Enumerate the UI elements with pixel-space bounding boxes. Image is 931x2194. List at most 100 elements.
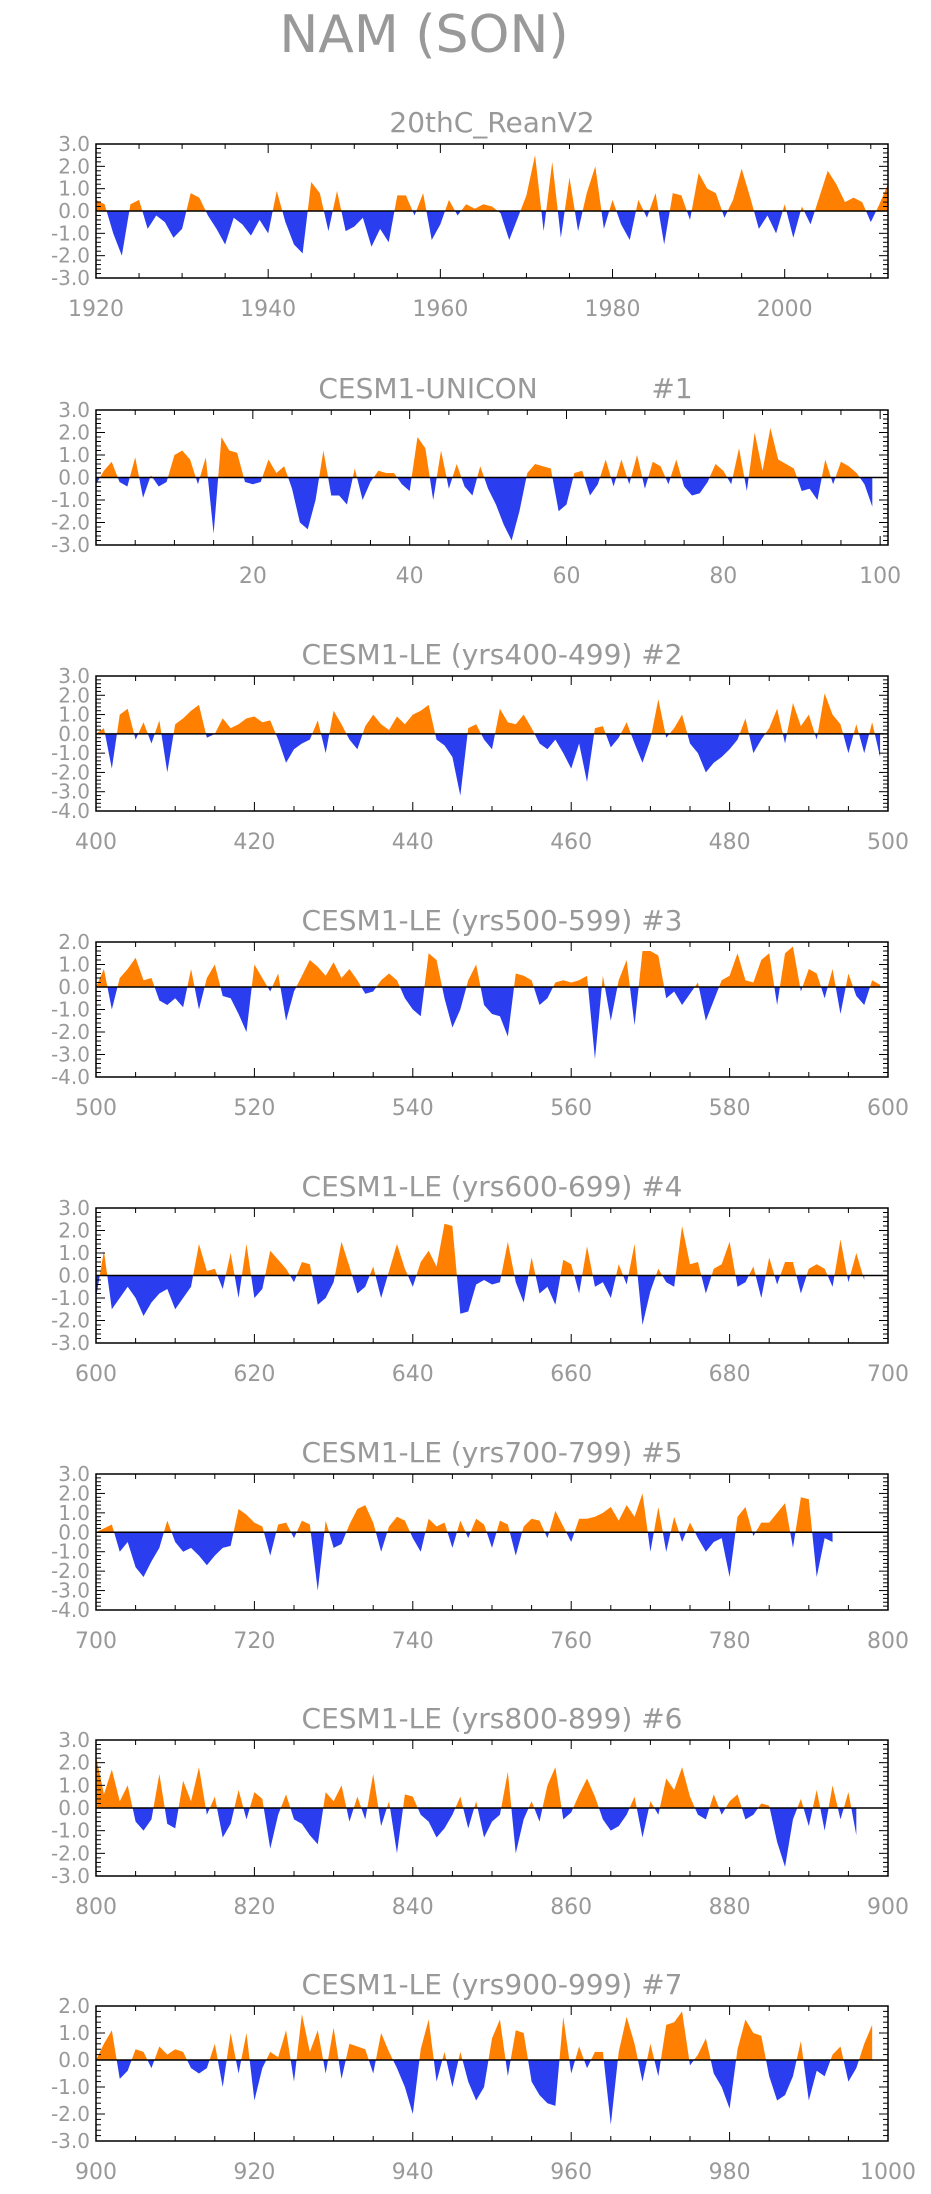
y-tick-label: 2.0 — [58, 1994, 90, 2018]
x-tick-label: 880 — [709, 1895, 751, 1920]
y-tick-label: -2.0 — [51, 760, 90, 784]
y-tick-label: 0.0 — [58, 2048, 90, 2072]
x-tick-label: 500 — [75, 1096, 117, 1121]
y-tick-label: -1.0 — [51, 1286, 90, 1310]
x-tick-label: 80 — [709, 564, 737, 589]
y-tick-label: 1.0 — [58, 1241, 90, 1265]
y-tick-label: 0.0 — [58, 722, 90, 746]
x-tick-label: 660 — [550, 1362, 592, 1387]
x-tick-label: 700 — [867, 1362, 909, 1387]
y-tick-label: -2.0 — [51, 1841, 90, 1865]
x-tick-label: 860 — [550, 1895, 592, 1920]
y-tick-label: -2.0 — [51, 1309, 90, 1333]
positive-area — [99, 428, 860, 478]
y-tick-label: -1.0 — [51, 741, 90, 765]
y-tick-label: 2.0 — [58, 1751, 90, 1775]
x-tick-label: 960 — [550, 2160, 592, 2185]
positive-area — [96, 946, 881, 987]
y-tick-label: -4.0 — [51, 1065, 90, 1089]
y-tick-label: 0.0 — [58, 199, 90, 223]
x-tick-label: 480 — [709, 830, 751, 855]
y-tick-label: 3.0 — [58, 1196, 90, 1220]
x-tick-label: 760 — [550, 1629, 592, 1654]
y-tick-label: -3.0 — [51, 266, 90, 290]
x-tick-label: 540 — [392, 1096, 434, 1121]
x-tick-label: 920 — [233, 2160, 275, 2185]
x-tick-label: 400 — [75, 830, 117, 855]
y-tick-label: 2.0 — [58, 683, 90, 707]
y-tick-label: -3.0 — [51, 1043, 90, 1067]
x-tick-label: 720 — [233, 1629, 275, 1654]
x-tick-label: 780 — [709, 1629, 751, 1654]
x-tick-label: 620 — [233, 1362, 275, 1387]
y-tick-label: 2.0 — [58, 1219, 90, 1243]
x-tick-label: 420 — [233, 830, 275, 855]
y-tick-label: 0.0 — [58, 1264, 90, 1288]
x-tick-label: 1960 — [412, 297, 468, 322]
panel-title: CESM1-LE (yrs700-799) #5 — [302, 1436, 683, 1469]
y-tick-label: 1.0 — [58, 953, 90, 977]
panel-6: 3.02.01.00.0-1.0-2.0-3.0-4.0 700 720 740 760… — [51, 1436, 909, 1654]
y-tick-label: 1.0 — [58, 443, 90, 467]
x-tick-label: 580 — [709, 1096, 751, 1121]
y-tick-label: -1.0 — [51, 1540, 90, 1564]
x-tick-label: 520 — [233, 1096, 275, 1121]
x-tick-label: 900 — [75, 2160, 117, 2185]
y-tick-label: -2.0 — [51, 244, 90, 268]
y-tick-label: 1.0 — [58, 1501, 90, 1525]
positive-area — [96, 1493, 813, 1533]
y-tick-label: 0.0 — [58, 1796, 90, 1820]
x-tick-label: 740 — [392, 1629, 434, 1654]
negative-area — [132, 1808, 857, 1867]
y-tick-label: -3.0 — [51, 533, 90, 557]
y-tick-label: -2.0 — [51, 1020, 90, 1044]
x-tick-label: 60 — [552, 564, 580, 589]
y-tick-label: 2.0 — [58, 421, 90, 445]
x-tick-label: 940 — [392, 2160, 434, 2185]
y-tick-label: 1.0 — [58, 177, 90, 201]
x-tick-label: 460 — [550, 830, 592, 855]
panel-5: 3.02.01.00.0-1.0-2.0-3.0 600 620 640 660 680 7… — [51, 1170, 909, 1387]
y-tick-label: 2.0 — [58, 1481, 90, 1505]
positive-area — [96, 1755, 852, 1808]
panel-7: 3.02.01.00.0-1.0-2.0-3.0 800 820 840 860 880 9… — [51, 1702, 909, 1920]
x-tick-label: 560 — [550, 1096, 592, 1121]
x-tick-label: 700 — [75, 1629, 117, 1654]
y-tick-label: 0.0 — [58, 466, 90, 490]
y-tick-label: 2.0 — [58, 930, 90, 954]
x-tick-label: 840 — [392, 1895, 434, 1920]
y-tick-label: 0.0 — [58, 975, 90, 999]
y-tick-label: -4.0 — [51, 1598, 90, 1622]
y-tick-label: -3.0 — [51, 1864, 90, 1888]
y-tick-label: -1.0 — [51, 221, 90, 245]
y-tick-label: -3.0 — [51, 2129, 90, 2153]
panel-title: CESM1-LE (yrs600-699) #4 — [302, 1170, 683, 1203]
y-tick-label: 1.0 — [58, 703, 90, 727]
positive-area — [99, 1223, 863, 1276]
x-tick-label: 40 — [396, 564, 424, 589]
x-tick-label: 900 — [867, 1895, 909, 1920]
negative-area — [96, 477, 873, 541]
y-tick-label: -3.0 — [51, 780, 90, 804]
y-tick-label: -1.0 — [51, 488, 90, 512]
negative-area — [105, 733, 881, 796]
figure-title: NAM (SON) — [279, 5, 568, 65]
y-tick-label: 1.0 — [58, 2021, 90, 2045]
positive-area — [96, 693, 875, 734]
y-tick-label: -2.0 — [51, 511, 90, 535]
y-tick-label: 3.0 — [58, 1728, 90, 1752]
x-tick-label: 2000 — [757, 297, 813, 322]
x-tick-label: 1940 — [240, 297, 296, 322]
x-tick-label: 600 — [75, 1362, 117, 1387]
panel-8: 2.0 1.0 0.0 -1.0 -2.0 -3.0 900 920 940 960 980 1000… — [51, 1968, 916, 2185]
y-tick-label: 0.0 — [58, 1520, 90, 1544]
x-tick-label: 640 — [392, 1362, 434, 1387]
x-tick-label: 680 — [709, 1362, 751, 1387]
x-tick-label: 800 — [75, 1895, 117, 1920]
y-tick-label: -1.0 — [51, 998, 90, 1022]
y-tick-label: 2.0 — [58, 154, 90, 178]
x-tick-label: 600 — [867, 1096, 909, 1121]
x-tick-label: 440 — [392, 830, 434, 855]
x-tick-label: 20 — [239, 564, 267, 589]
